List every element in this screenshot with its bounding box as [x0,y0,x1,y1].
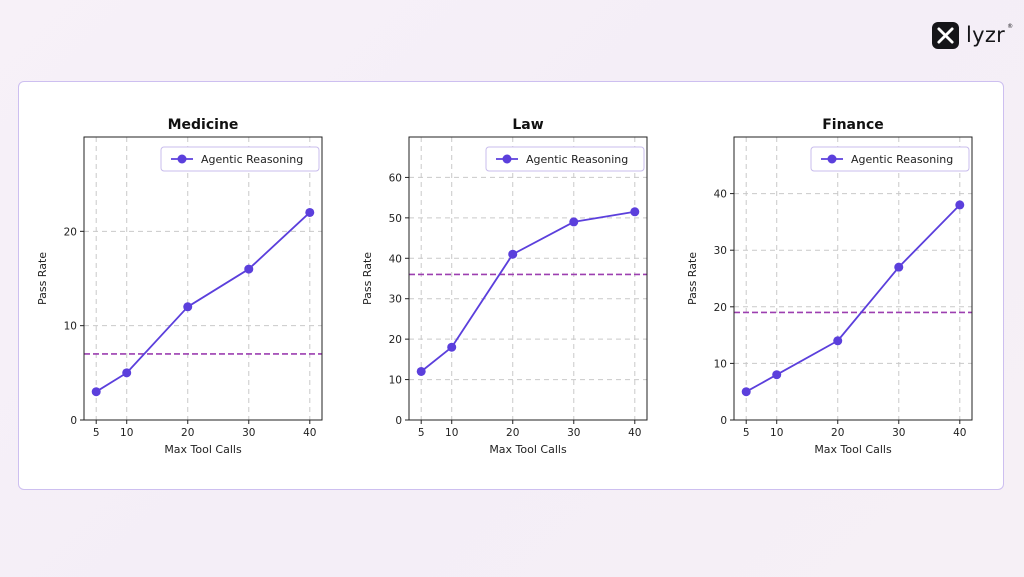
data-point [741,387,751,397]
data-point [955,200,965,210]
x-tick-label: 5 [93,427,100,439]
x-tick-label: 40 [628,427,641,439]
charts-card: 5 10 20 30 40 0 10 20 Medicine Max Tool Calls Pass… [18,81,1004,490]
x-tick-label: 10 [445,427,458,439]
brand-name: lyzr [966,22,1006,47]
x-tick-label: 30 [567,427,580,439]
y-tick-label: 30 [714,245,727,257]
plot-frame [83,136,323,421]
x-tick-label: 5 [743,427,750,439]
x-tick-label: 20 [506,427,519,439]
legend-label: Agentic Reasoning [201,153,303,166]
x-tick-label: 30 [892,427,905,439]
legend: Agentic Reasoning [485,146,645,172]
legend-marker [827,154,837,164]
y-tick-label: 30 [389,294,402,306]
y-tick-label: 10 [714,358,727,370]
legend-box [485,146,645,172]
y-tick-label: 20 [64,226,77,238]
y-tick-label: 60 [389,172,402,184]
x-tick-label: 40 [303,427,316,439]
y-tick-label: 0 [720,415,727,427]
data-point [833,336,843,346]
data-point [305,207,315,217]
data-point [569,217,579,227]
x-tick-label: 20 [831,427,844,439]
data-point [508,249,518,259]
chart-medicine: 5 10 20 30 40 0 10 20 Medicine Max Tool Calls Pass… [36,117,323,456]
data-point [91,387,101,397]
data-point [630,207,640,217]
brand-logo: lyzr ® [932,20,1018,50]
y-tick-label: 0 [70,415,77,427]
chart-law: 5 10 20 30 40 0 10 20 30 40 50 60 Law Max Tool Calls P… [361,117,648,456]
y-tick-label: 10 [64,321,77,333]
data-point [416,366,426,376]
x-tick-label: 5 [418,427,425,439]
x-tick-label: 30 [242,427,255,439]
legend: Agentic Reasoning [160,146,320,172]
y-tick-label: 20 [714,302,727,314]
data-point [772,370,782,380]
legend-label: Agentic Reasoning [526,153,628,166]
x-tick-label: 10 [120,427,133,439]
x-tick-label: 10 [770,427,783,439]
lyzr-logo-icon [932,21,959,49]
data-point [447,342,457,352]
series-line [95,211,311,393]
y-axis-label: Pass Rate [361,252,374,305]
y-axis-label: Pass Rate [686,252,699,305]
chart-title: Law [512,117,543,133]
legend-label: Agentic Reasoning [851,153,953,166]
plot-frame [408,136,648,421]
legend-marker [177,154,187,164]
x-tick-label: 20 [181,427,194,439]
y-tick-label: 40 [714,189,727,201]
data-point [244,264,254,274]
trademark-mark: ® [1007,22,1014,30]
data-point [122,368,132,378]
chart-finance: 5 10 20 30 40 0 10 20 30 40 Finance Max Tool Calls P… [686,117,973,456]
y-tick-label: 10 [389,375,402,387]
y-tick-label: 0 [395,415,402,427]
legend-marker [502,154,512,164]
chart-title: Medicine [168,117,239,133]
x-axis-label: Max Tool Calls [164,443,242,456]
x-axis-label: Max Tool Calls [814,443,892,456]
legend: Agentic Reasoning [810,146,970,172]
y-tick-label: 40 [389,253,402,265]
x-axis-label: Max Tool Calls [489,443,567,456]
plot-frame [733,136,973,421]
x-tick-label: 40 [953,427,966,439]
data-point [894,262,904,272]
chart-title: Finance [822,117,884,133]
y-axis-label: Pass Rate [36,252,49,305]
legend-box [810,146,970,172]
y-tick-label: 50 [389,213,402,225]
data-point [183,302,193,312]
legend-box [160,146,320,172]
y-tick-label: 20 [389,334,402,346]
charts-canvas: 5 10 20 30 40 0 10 20 Medicine Max Tool Calls Pass… [36,117,973,456]
